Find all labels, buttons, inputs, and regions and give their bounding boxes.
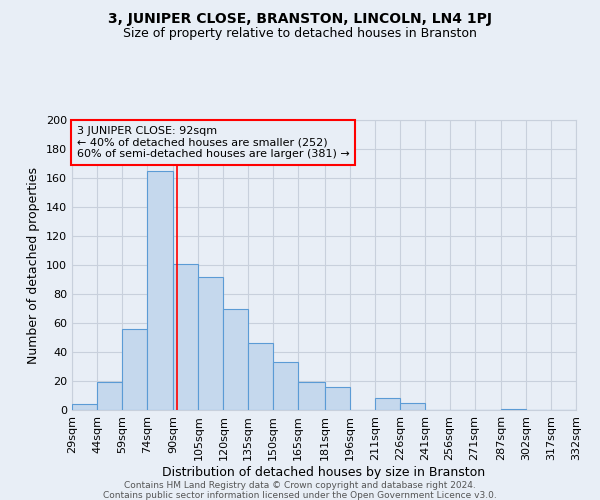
Bar (325, 387, 350, 410)
Bar (223, 308, 248, 410)
Text: 3 JUNIPER CLOSE: 92sqm
← 40% of detached houses are smaller (252)
60% of semi-de: 3 JUNIPER CLOSE: 92sqm ← 40% of detached… (77, 126, 350, 159)
Bar (298, 382, 325, 410)
Bar (147, 171, 173, 410)
Text: Contains HM Land Registry data © Crown copyright and database right 2024.: Contains HM Land Registry data © Crown c… (124, 481, 476, 490)
Bar (248, 344, 273, 410)
Bar (501, 408, 526, 410)
Text: Contains public sector information licensed under the Open Government Licence v3: Contains public sector information licen… (103, 491, 497, 500)
Bar (375, 398, 400, 410)
Text: Size of property relative to detached houses in Branston: Size of property relative to detached ho… (123, 28, 477, 40)
Text: 3, JUNIPER CLOSE, BRANSTON, LINCOLN, LN4 1PJ: 3, JUNIPER CLOSE, BRANSTON, LINCOLN, LN4… (108, 12, 492, 26)
Bar (400, 403, 425, 410)
Bar (72, 404, 97, 410)
Bar (173, 264, 199, 410)
Bar (97, 382, 122, 410)
Bar (273, 362, 298, 410)
Bar (122, 329, 147, 410)
Y-axis label: Number of detached properties: Number of detached properties (28, 166, 40, 364)
Bar (199, 276, 223, 410)
X-axis label: Distribution of detached houses by size in Branston: Distribution of detached houses by size … (163, 466, 485, 478)
